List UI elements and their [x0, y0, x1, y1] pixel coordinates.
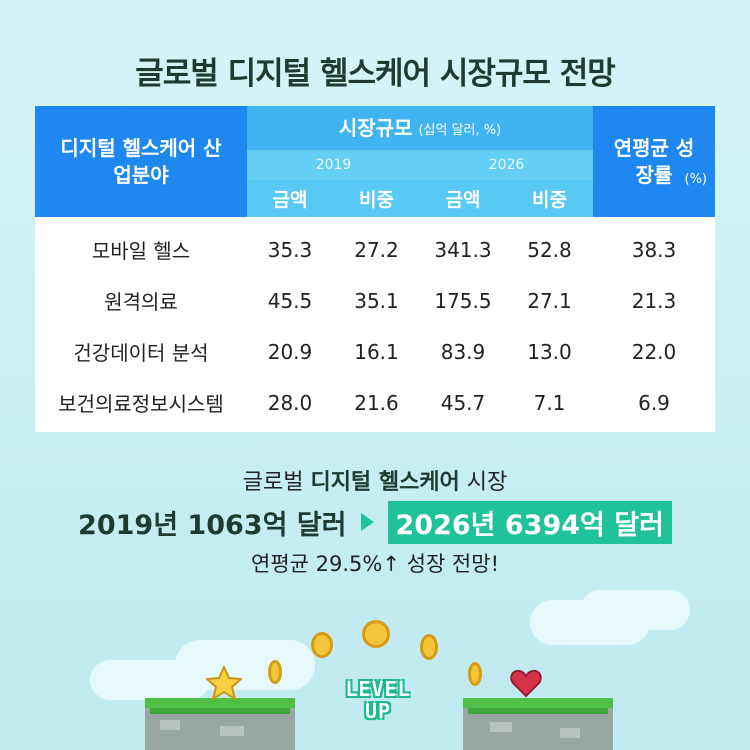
right-platform — [463, 698, 613, 750]
header-industry-label: 디지털 헬스케어 산업분야 — [60, 135, 222, 187]
row-share-2026: 52.8 — [527, 237, 572, 262]
header-amount-2019: 금액 — [247, 180, 333, 217]
market-table: 디지털 헬스케어 산업분야 시장규모 (십억 달러, %) 2019 2026 … — [35, 106, 715, 432]
pixel-platforms — [145, 698, 613, 750]
row-amount-2019: 20.9 — [267, 339, 313, 364]
summary-to: 2026년 6394억 달러 — [387, 500, 672, 544]
row-share-2026: 27.1 — [527, 288, 572, 313]
coin-icon — [420, 634, 438, 660]
star-icon — [206, 666, 242, 700]
year-2019-label: 2019 — [315, 157, 352, 173]
up-label: UP — [364, 699, 392, 723]
header-market: 시장규모 (십억 달러, %) — [247, 106, 593, 150]
row-industry: 건강데이터 분석 — [73, 341, 209, 365]
header-market-label: 시장규모 — [338, 115, 413, 140]
row-share-2019: 27.2 — [354, 237, 399, 262]
summary-post: 시장 — [466, 470, 508, 495]
sub-share-label: 비중 — [359, 189, 394, 211]
table-row: 건강데이터 분석 20.9 16.1 83.9 13.0 22.0 — [35, 326, 715, 377]
sub-amount-label: 금액 — [272, 189, 308, 211]
row-amount-2019: 45.5 — [267, 288, 313, 313]
summary-pre: 글로벌 — [242, 470, 304, 495]
row-amount-2026: 45.7 — [440, 390, 486, 415]
year-2026-label: 2026 — [488, 157, 525, 173]
row-industry: 보건의료정보시스템 — [58, 392, 224, 416]
row-amount-2026: 341.3 — [434, 237, 492, 262]
level-up-text: LEVEL UP — [328, 678, 428, 722]
header-share-2019: 비중 — [333, 180, 420, 217]
summary-heading: 글로벌 디지털 헬스케어 시장 — [0, 464, 750, 496]
row-amount-2026: 83.9 — [440, 339, 486, 364]
cloud-decoration — [90, 660, 210, 700]
coin-icon — [362, 620, 390, 648]
table-row: 모바일 헬스 35.3 27.2 341.3 52.8 38.3 — [35, 224, 715, 275]
header-industry: 디지털 헬스케어 산업분야 — [35, 106, 247, 217]
summary-from: 2019년 1063억 달러 — [78, 509, 347, 541]
summary-cagr: 연평균 29.5%↑ 성장 전망! — [251, 552, 499, 576]
row-share-2019: 21.6 — [354, 390, 399, 415]
page-title: 글로벌 디지털 헬스케어 시장규모 전망 — [135, 56, 616, 92]
header-share-2026: 비중 — [506, 180, 593, 217]
coin-icon — [468, 662, 482, 686]
header-amount-2026: 금액 — [420, 180, 506, 217]
row-share-2019: 35.1 — [354, 288, 399, 313]
table-row: 보건의료정보시스템 28.0 21.6 45.7 7.1 6.9 — [35, 377, 715, 428]
cloud-decoration — [580, 590, 690, 630]
row-amount-2019: 28.0 — [267, 390, 313, 415]
sub-share-label: 비중 — [532, 189, 567, 211]
header-year-2026: 2026 — [420, 150, 593, 180]
coin-icon — [311, 632, 333, 658]
row-amount-2019: 35.3 — [267, 237, 313, 262]
header-cagr-unit: (%) — [684, 172, 708, 187]
coin-icon — [268, 660, 282, 684]
row-cagr: 22.0 — [631, 339, 677, 364]
arrow-right-icon — [360, 513, 374, 531]
sub-amount-label: 금액 — [445, 189, 481, 211]
summary-bold: 디지털 헬스케어 — [310, 470, 460, 495]
row-cagr: 38.3 — [631, 237, 677, 262]
header-cagr-label: 연평균 성장률 — [613, 135, 695, 187]
row-industry: 원격의료 — [104, 290, 178, 314]
heart-icon — [510, 669, 542, 698]
header-market-unit: (십억 달러, %) — [418, 122, 502, 138]
row-amount-2026: 175.5 — [434, 288, 492, 313]
row-share-2026: 13.0 — [527, 339, 572, 364]
row-cagr: 21.3 — [631, 288, 677, 313]
row-share-2019: 16.1 — [354, 339, 399, 364]
row-share-2026: 7.1 — [533, 390, 566, 415]
header-cagr: 연평균 성장률 (%) — [593, 106, 715, 217]
row-cagr: 6.9 — [638, 390, 670, 415]
row-industry: 모바일 헬스 — [91, 239, 191, 263]
summary-growth: 2019년 1063억 달러 2026년 6394억 달러 — [0, 500, 750, 544]
level-label: LEVEL — [345, 677, 411, 701]
header-year-2019: 2019 — [247, 150, 420, 180]
left-platform — [145, 698, 295, 750]
table-row: 원격의료 45.5 35.1 175.5 27.1 21.3 — [35, 275, 715, 326]
